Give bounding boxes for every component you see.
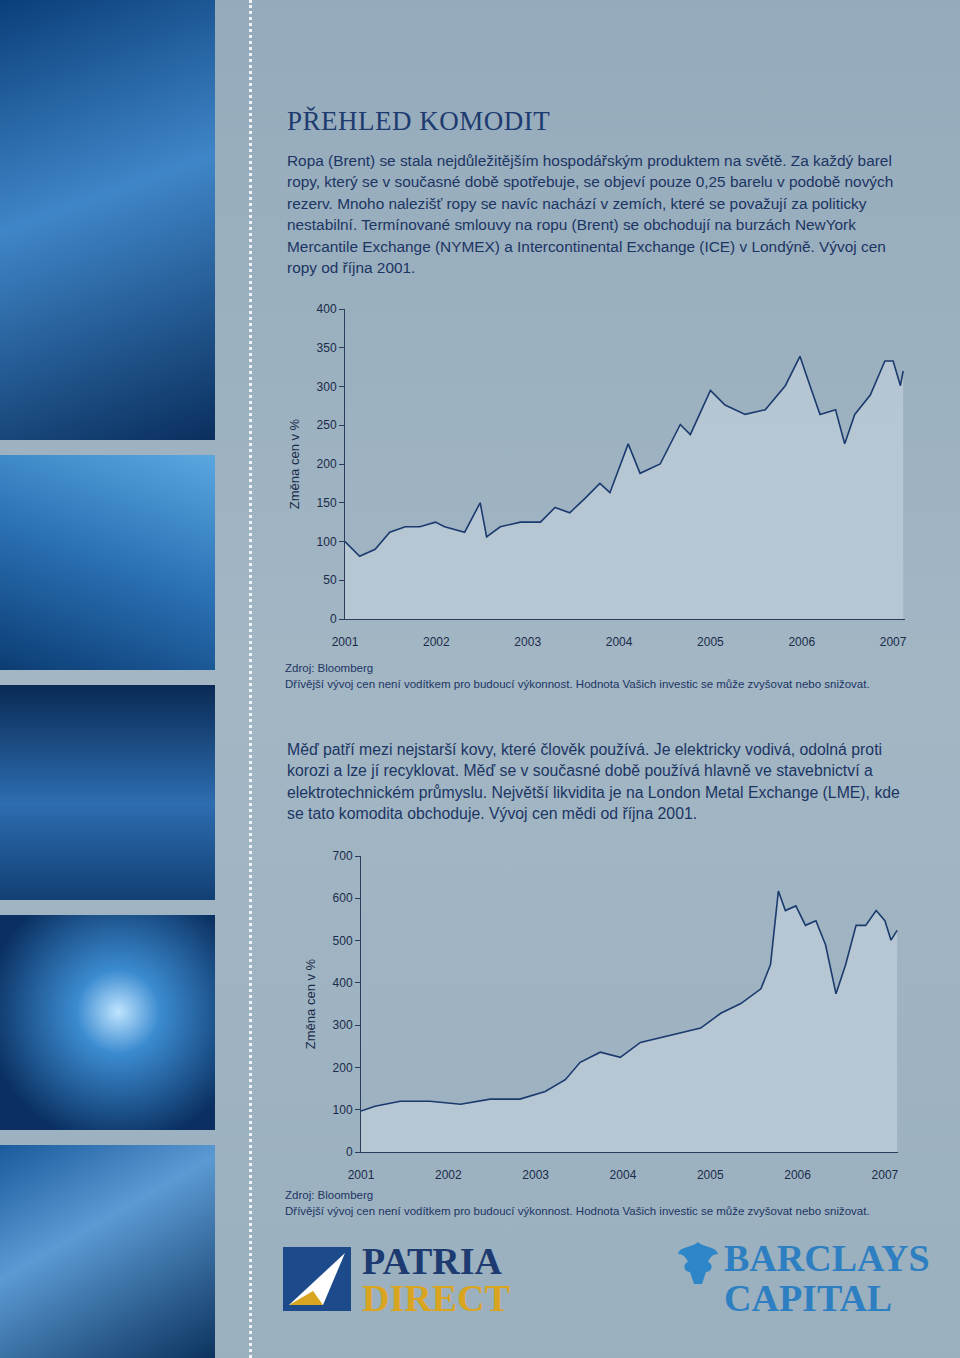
svg-text:200: 200 bbox=[333, 1061, 353, 1075]
html-text:Měď patří mezi nejstarší kovy,: Měď patří mezi nejstarší kovy, které člo… bbox=[287, 741, 900, 823]
svg-text:2007: 2007 bbox=[880, 635, 907, 649]
svg-text:2006: 2006 bbox=[784, 1168, 811, 1182]
svg-text:2002: 2002 bbox=[423, 635, 450, 649]
svg-text:2007: 2007 bbox=[872, 1168, 899, 1182]
svg-text:0: 0 bbox=[330, 612, 337, 626]
svg-text:300: 300 bbox=[333, 1018, 353, 1032]
svg-text:150: 150 bbox=[317, 496, 337, 510]
html-text:Zdroj: Bloomberg: Zdroj: Bloomberg bbox=[285, 1189, 374, 1201]
svg-text:Změna cen v %: Změna cen v % bbox=[303, 958, 318, 1049]
svg-text:500: 500 bbox=[333, 934, 353, 948]
svg-text:2003: 2003 bbox=[522, 1168, 549, 1182]
svg-text:2004: 2004 bbox=[610, 1168, 637, 1182]
svg-text:0: 0 bbox=[346, 1145, 353, 1159]
html-text:CAPITAL: CAPITAL bbox=[724, 1277, 893, 1319]
svg-text:Změna cen v %: Změna cen v % bbox=[287, 418, 302, 509]
svg-text:250: 250 bbox=[317, 418, 337, 432]
svg-text:2004: 2004 bbox=[606, 635, 633, 649]
html-text:Dřívější vývoj cen není vodítk: Dřívější vývoj cen není vodítkem pro bud… bbox=[285, 678, 870, 690]
html-text:Zdroj: Bloomberg: Zdroj: Bloomberg bbox=[285, 662, 374, 674]
svg-text:2001: 2001 bbox=[332, 635, 359, 649]
svg-text:2006: 2006 bbox=[788, 635, 815, 649]
svg-text:200: 200 bbox=[317, 457, 337, 471]
html-text:PŘEHLED KOMODIT: PŘEHLED KOMODIT bbox=[287, 106, 551, 136]
svg-text:100: 100 bbox=[317, 535, 337, 549]
svg-text:350: 350 bbox=[317, 341, 337, 355]
svg-text:2005: 2005 bbox=[697, 635, 724, 649]
svg-text:400: 400 bbox=[333, 976, 353, 990]
html-text:Ropa (Brent) se stala nejdůlež: Ropa (Brent) se stala nejdůležitějším ho… bbox=[287, 152, 894, 276]
html-text:BARCLAYS: BARCLAYS bbox=[724, 1237, 930, 1279]
svg-text:2002: 2002 bbox=[435, 1168, 462, 1182]
svg-text:2005: 2005 bbox=[697, 1168, 724, 1182]
svg-text:50: 50 bbox=[323, 573, 337, 587]
svg-text:2003: 2003 bbox=[514, 635, 541, 649]
html-text:DIRECT: DIRECT bbox=[362, 1277, 510, 1319]
svg-text:100: 100 bbox=[333, 1103, 353, 1117]
svg-text:400: 400 bbox=[317, 302, 337, 316]
html-text:Dřívější vývoj cen není vodítk: Dřívější vývoj cen není vodítkem pro bud… bbox=[285, 1205, 870, 1217]
html-text:PATRIA: PATRIA bbox=[362, 1240, 502, 1282]
svg-text:300: 300 bbox=[317, 380, 337, 394]
svg-text:2001: 2001 bbox=[348, 1168, 375, 1182]
svg-text:700: 700 bbox=[333, 849, 353, 863]
svg-text:600: 600 bbox=[333, 891, 353, 905]
